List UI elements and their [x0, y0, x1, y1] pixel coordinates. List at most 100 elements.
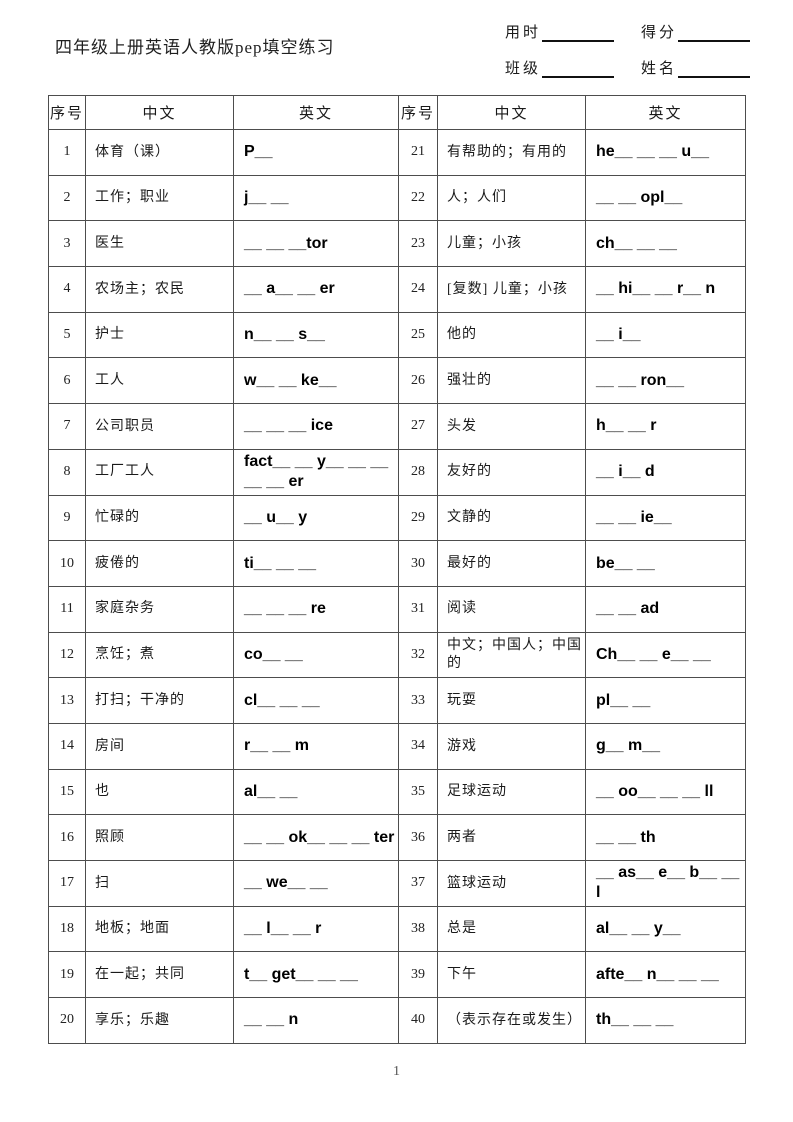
chinese-cell: 照顾	[85, 814, 234, 861]
chinese-cell: 医生	[85, 220, 234, 268]
table-row: 10 疲倦的 ti__ __ __ 30 最好的 be__ __	[48, 540, 746, 587]
english-cell: __ __ opl__	[585, 174, 746, 222]
row-number-cell: 32	[398, 631, 438, 679]
score-field: 得分	[641, 20, 750, 42]
english-cell: __ __ __tor	[233, 220, 399, 268]
chinese-cell: 文静的	[437, 494, 586, 542]
chinese-cell: 体育（课）	[85, 129, 234, 176]
row-number-cell: 38	[398, 905, 438, 953]
table-row: 9 忙碌的 __ u__ y 29 文静的 __ __ ie__	[48, 494, 746, 542]
table-row: 17 扫 __ we__ __ 37 篮球运动 __ as__ e__ b__ __ l	[48, 860, 746, 907]
score-blank-line	[678, 26, 750, 42]
table-row: 13 打扫；干净的 cl__ __ __ 33 玩耍 pl__ __	[48, 677, 746, 724]
row-number-cell: 8	[48, 448, 86, 496]
table-row: 12 烹饪；煮 co__ __ 32 中文；中国人；中国的 Ch__ __ e__ __	[48, 631, 746, 679]
english-cell: th__ __ __	[585, 997, 746, 1044]
table-header-row: 序号 中文 英文 序号 中文 英文	[48, 95, 746, 130]
time-used-label: 用时	[505, 25, 542, 41]
english-cell: __ i__	[585, 311, 746, 359]
chinese-cell: 家庭杂务	[85, 585, 234, 633]
english-cell: __ as__ e__ b__ __ l	[585, 860, 746, 907]
chinese-cell: 篮球运动	[437, 860, 586, 907]
column-header-english-left: 英文	[233, 95, 399, 130]
chinese-cell: 头发	[437, 403, 586, 450]
english-cell: __ __ __ ice	[233, 403, 399, 450]
chinese-cell: 打扫；干净的	[85, 677, 234, 724]
chinese-cell: 游戏	[437, 722, 586, 770]
row-number-cell: 4	[48, 266, 86, 313]
row-number-cell: 28	[398, 448, 438, 496]
table-row: 1 体育（课） P__ 21 有帮助的；有用的 he__ __ __ u__	[48, 129, 746, 176]
table-row: 16 照顾 __ __ ok__ __ __ ter 36 两者 __ __ th	[48, 814, 746, 861]
score-label: 得分	[640, 25, 677, 41]
chinese-cell: 儿童；小孩	[437, 220, 586, 268]
time-used-blank-line	[542, 26, 615, 42]
english-cell: __ a__ __ er	[233, 266, 399, 313]
english-cell: he__ __ __ u__	[585, 129, 746, 176]
row-number-cell: 35	[398, 768, 438, 816]
english-cell: cl__ __ __	[233, 677, 399, 724]
row-number-cell: 2	[48, 174, 86, 222]
row-number-cell: 6	[48, 357, 86, 405]
row-number-cell: 16	[48, 814, 86, 861]
table-row: 11 家庭杂务 __ __ __ re 31 阅读 __ __ ad	[48, 585, 746, 633]
english-cell: t__ get__ __ __	[233, 951, 399, 999]
table-row: 15 也 al__ __ 35 足球运动 __ oo__ __ __ ll	[48, 768, 746, 816]
english-cell: __ __ ron__	[585, 357, 746, 405]
english-cell: __ i__ d	[585, 448, 746, 496]
chinese-cell: 人；人们	[437, 174, 586, 222]
english-cell: __ u__ y	[233, 494, 399, 542]
english-cell: Ch__ __ e__ __	[585, 631, 746, 679]
chinese-cell: 有帮助的；有用的	[437, 129, 586, 176]
chinese-cell: 两者	[437, 814, 586, 861]
row-number-cell: 5	[48, 311, 86, 359]
english-cell: al__ __ y__	[585, 905, 746, 953]
row-number-cell: 34	[398, 722, 438, 770]
english-cell: pl__ __	[585, 677, 746, 724]
chinese-cell: 总是	[437, 905, 586, 953]
english-cell: w__ __ ke__	[233, 357, 399, 405]
english-cell: __ __ ok__ __ __ ter	[233, 814, 399, 861]
row-number-cell: 33	[398, 677, 438, 724]
table-row: 3 医生 __ __ __tor 23 儿童；小孩 ch__ __ __	[48, 220, 746, 268]
table-row: 7 公司职员 __ __ __ ice 27 头发 h__ __ r	[48, 403, 746, 450]
name-blank-line	[678, 62, 750, 78]
row-number-cell: 30	[398, 540, 438, 587]
chinese-cell: 疲倦的	[85, 540, 234, 587]
chinese-cell: 扫	[85, 860, 234, 907]
table-row: 19 在一起；共同 t__ get__ __ __ 39 下午 afte__ n__ __…	[48, 951, 746, 999]
english-cell: ti__ __ __	[233, 540, 399, 587]
english-cell: al__ __	[233, 768, 399, 816]
chinese-cell: 阅读	[437, 585, 586, 633]
english-cell: r__ __ m	[233, 722, 399, 770]
row-number-cell: 14	[48, 722, 86, 770]
time-used-field: 用时	[505, 20, 615, 42]
english-cell: co__ __	[233, 631, 399, 679]
class-label: 班级	[505, 61, 542, 77]
chinese-cell: 他的	[437, 311, 586, 359]
header-fields-row-2: 班级 姓名	[505, 56, 750, 78]
row-number-cell: 3	[48, 220, 86, 268]
chinese-cell: 忙碌的	[85, 494, 234, 542]
row-number-cell: 36	[398, 814, 438, 861]
row-number-cell: 40	[398, 997, 438, 1044]
table-row: 14 房间 r__ __ m 34 游戏 g__ m__	[48, 722, 746, 770]
table-row: 2 工作；职业 j__ __ 22 人；人们 __ __ opl__	[48, 174, 746, 222]
row-number-cell: 17	[48, 860, 86, 907]
row-number-cell: 10	[48, 540, 86, 587]
column-header-number-left: 序号	[48, 95, 86, 130]
name-label: 姓名	[640, 61, 677, 77]
chinese-cell: 下午	[437, 951, 586, 999]
row-number-cell: 26	[398, 357, 438, 405]
english-cell: __ __ n	[233, 997, 399, 1044]
english-cell: __ we__ __	[233, 860, 399, 907]
chinese-cell: 最好的	[437, 540, 586, 587]
row-number-cell: 31	[398, 585, 438, 633]
english-cell: __ __ __ re	[233, 585, 399, 633]
row-number-cell: 13	[48, 677, 86, 724]
chinese-cell: 农场主；农民	[85, 266, 234, 313]
english-cell: n__ __ s__	[233, 311, 399, 359]
english-cell: be__ __	[585, 540, 746, 587]
row-number-cell: 11	[48, 585, 86, 633]
